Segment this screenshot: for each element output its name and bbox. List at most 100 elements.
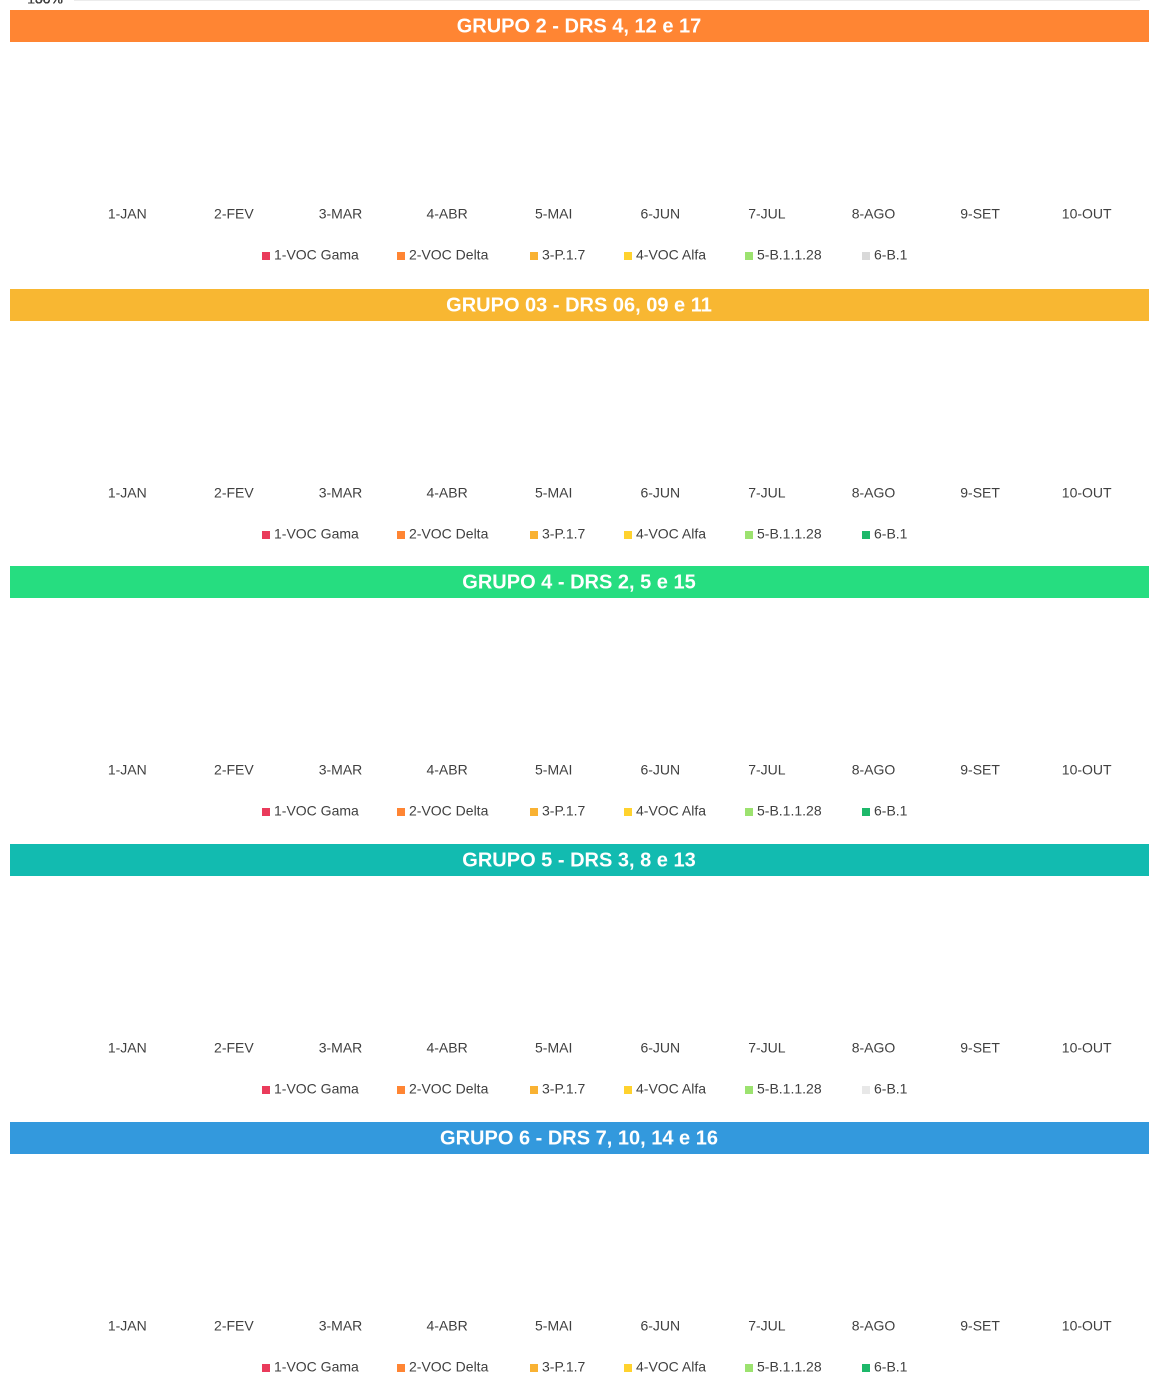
legend-swatch xyxy=(745,808,753,816)
y-tick-label: 0% xyxy=(43,0,63,7)
y-tick-label: 50% xyxy=(35,0,63,7)
x-tick-label: 7-JUL xyxy=(748,1040,786,1056)
legend-label: 4-VOC Alfa xyxy=(636,247,706,263)
chart-title: GRUPO 03 - DRS 06, 09 e 11 xyxy=(446,294,712,316)
x-tick-label: 4-ABR xyxy=(426,1318,467,1334)
legend-label: 2-VOC Delta xyxy=(409,803,489,819)
legend-label: 4-VOC Alfa xyxy=(636,803,706,819)
x-tick-label: 9-SET xyxy=(960,1318,1000,1334)
x-tick-label: 1-JAN xyxy=(108,762,147,778)
legend-label: 4-VOC Alfa xyxy=(636,526,706,542)
legend-swatch xyxy=(530,808,538,816)
x-tick-label: 6-JUN xyxy=(640,1318,680,1334)
legend-label: 1-VOC Gama xyxy=(274,1359,359,1375)
x-tick-label: 6-JUN xyxy=(640,1040,680,1056)
x-tick-label: 10-OUT xyxy=(1062,1318,1112,1334)
x-tick-label: 5-MAI xyxy=(535,1318,572,1334)
x-tick-label: 8-AGO xyxy=(852,206,896,222)
legend-label: 2-VOC Delta xyxy=(409,247,489,263)
legend-label: 2-VOC Delta xyxy=(409,1081,489,1097)
x-tick-label: 9-SET xyxy=(960,206,1000,222)
x-tick-label: 9-SET xyxy=(960,1040,1000,1056)
legend-swatch xyxy=(862,808,870,816)
legend-label: 1-VOC Gama xyxy=(274,247,359,263)
x-tick-label: 6-JUN xyxy=(640,206,680,222)
y-tick-label: 0% xyxy=(43,0,63,7)
legend-swatch xyxy=(530,1364,538,1372)
title-bar xyxy=(10,1122,1149,1154)
legend-label: 3-P.1.7 xyxy=(542,1359,586,1375)
legend-swatch xyxy=(530,531,538,539)
title-bar xyxy=(10,844,1149,876)
legend-label: 3-P.1.7 xyxy=(542,1081,586,1097)
legend-label: 5-B.1.1.28 xyxy=(757,1081,822,1097)
legend-label: 1-VOC Gama xyxy=(274,1081,359,1097)
legend-swatch xyxy=(745,252,753,260)
legend-label: 2-VOC Delta xyxy=(409,526,489,542)
legend-swatch xyxy=(745,1086,753,1094)
legend-label: 3-P.1.7 xyxy=(542,526,586,542)
x-tick-label: 2-FEV xyxy=(214,762,254,778)
x-tick-label: 3-MAR xyxy=(319,1318,363,1334)
legend-label: 5-B.1.1.28 xyxy=(757,247,822,263)
x-tick-label: 2-FEV xyxy=(214,1318,254,1334)
x-tick-label: 9-SET xyxy=(960,762,1000,778)
x-tick-label: 10-OUT xyxy=(1062,485,1112,501)
x-tick-label: 4-ABR xyxy=(426,206,467,222)
legend-swatch xyxy=(745,1364,753,1372)
legend-label: 6-B.1 xyxy=(874,526,908,542)
title-bar xyxy=(10,566,1149,598)
legend-swatch xyxy=(397,1086,405,1094)
x-tick-label: 4-ABR xyxy=(426,1040,467,1056)
x-tick-label: 10-OUT xyxy=(1062,1040,1112,1056)
legend-swatch xyxy=(862,252,870,260)
y-tick-label: 50% xyxy=(35,0,63,7)
y-tick-label: 100% xyxy=(27,0,63,7)
legend-label: 6-B.1 xyxy=(874,803,908,819)
x-tick-label: 5-MAI xyxy=(535,1040,572,1056)
title-bar xyxy=(10,10,1149,42)
y-tick-label: 0% xyxy=(43,0,63,7)
legend-label: 1-VOC Gama xyxy=(274,803,359,819)
legend-label: 4-VOC Alfa xyxy=(636,1359,706,1375)
x-tick-label: 8-AGO xyxy=(852,762,896,778)
legend-label: 3-P.1.7 xyxy=(542,247,586,263)
legend-swatch xyxy=(624,808,632,816)
x-tick-label: 1-JAN xyxy=(108,485,147,501)
y-tick-label: 100% xyxy=(27,0,63,7)
x-tick-label: 7-JUL xyxy=(748,206,786,222)
legend-swatch xyxy=(862,1364,870,1372)
legend-swatch xyxy=(624,1086,632,1094)
legend-swatch xyxy=(624,531,632,539)
x-tick-label: 10-OUT xyxy=(1062,206,1112,222)
chart-title: GRUPO 4 - DRS 2, 5 e 15 xyxy=(462,571,695,593)
x-tick-label: 10-OUT xyxy=(1062,762,1112,778)
legend-swatch xyxy=(745,531,753,539)
y-tick-label: 0% xyxy=(43,0,63,7)
x-tick-label: 7-JUL xyxy=(748,1318,786,1334)
legend-swatch xyxy=(624,252,632,260)
legend-swatch xyxy=(262,1086,270,1094)
legend-swatch xyxy=(624,1364,632,1372)
y-tick-label: 100% xyxy=(27,0,63,7)
chart-title: GRUPO 6 - DRS 7, 10, 14 e 16 xyxy=(440,1127,718,1149)
legend-label: 6-B.1 xyxy=(874,1359,908,1375)
legend-swatch xyxy=(397,531,405,539)
x-tick-label: 7-JUL xyxy=(748,762,786,778)
x-tick-label: 8-AGO xyxy=(852,1318,896,1334)
legend-swatch xyxy=(530,252,538,260)
x-tick-label: 8-AGO xyxy=(852,485,896,501)
legend-swatch xyxy=(530,1086,538,1094)
x-tick-label: 3-MAR xyxy=(319,1040,363,1056)
legend-label: 6-B.1 xyxy=(874,247,908,263)
title-bar xyxy=(10,289,1149,321)
x-tick-label: 3-MAR xyxy=(319,206,363,222)
legend-swatch xyxy=(262,531,270,539)
legend-swatch xyxy=(262,1364,270,1372)
x-tick-label: 5-MAI xyxy=(535,762,572,778)
y-tick-label: 100% xyxy=(27,0,63,7)
legend-label: 5-B.1.1.28 xyxy=(757,1359,822,1375)
y-tick-label: 50% xyxy=(35,0,63,7)
x-tick-label: 5-MAI xyxy=(535,206,572,222)
